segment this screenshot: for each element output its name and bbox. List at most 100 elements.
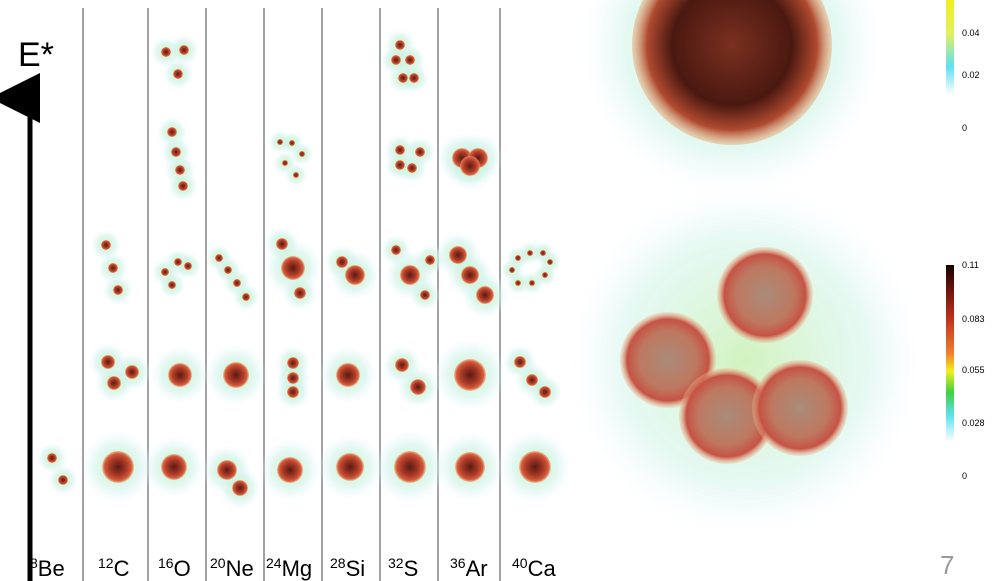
element-symbol: C xyxy=(114,556,130,581)
density-core xyxy=(425,255,435,265)
slide: E* 8Be12C16O20Ne24Mg28Si32S36Ar40Ca 0.04… xyxy=(0,0,999,581)
density-core xyxy=(405,55,415,65)
density-core xyxy=(527,250,533,256)
density-core xyxy=(409,73,419,83)
density-core xyxy=(107,376,121,390)
density-core xyxy=(461,266,479,284)
density-core xyxy=(289,140,295,146)
density-core xyxy=(168,363,192,387)
mass-number: 8 xyxy=(30,555,38,571)
element-symbol: Ca xyxy=(528,556,557,581)
large-density-images xyxy=(570,0,920,535)
colorbar-label: 0.055 xyxy=(962,365,985,375)
density-core xyxy=(542,272,548,278)
density-core xyxy=(391,55,401,65)
colorbar-label: 0.04 xyxy=(962,28,980,38)
density-core xyxy=(509,267,515,273)
nucleus-label: 40Ca xyxy=(512,555,556,581)
density-core xyxy=(233,279,241,287)
element-symbol: Be xyxy=(38,556,65,581)
density-core xyxy=(276,238,288,250)
density-core xyxy=(476,286,494,304)
density-images xyxy=(37,30,572,510)
density-core xyxy=(415,147,425,157)
density-core xyxy=(400,265,420,285)
density-core xyxy=(101,240,111,250)
element-symbol: Ar xyxy=(466,556,488,581)
density-core xyxy=(161,454,187,480)
colorbar-label: 0.083 xyxy=(962,314,985,324)
density-core xyxy=(410,379,426,395)
density-core xyxy=(58,475,68,485)
density-core xyxy=(161,268,169,276)
density-core xyxy=(215,254,223,262)
density-core xyxy=(282,160,288,166)
mass-number: 16 xyxy=(158,555,174,571)
density-core xyxy=(460,156,480,176)
nucleus-label: 28Si xyxy=(330,555,365,581)
density-core xyxy=(125,365,139,379)
element-symbol: Ne xyxy=(226,556,254,581)
density-core xyxy=(287,357,299,369)
density-core xyxy=(514,356,526,368)
element-symbol: Mg xyxy=(282,556,313,581)
density-core xyxy=(394,451,426,483)
colorbar-label: 0.11 xyxy=(962,260,979,270)
density-core xyxy=(232,480,248,496)
density-core xyxy=(519,451,551,483)
colorbar-top xyxy=(946,0,954,95)
density-core xyxy=(277,139,283,145)
density-core xyxy=(395,358,409,372)
density-core xyxy=(449,246,467,264)
density-core xyxy=(529,280,535,286)
density-core xyxy=(294,287,306,299)
density-core xyxy=(175,165,185,175)
element-symbol: O xyxy=(174,556,191,581)
density-core xyxy=(391,245,401,255)
mass-number: 36 xyxy=(450,555,466,571)
density-core xyxy=(515,255,521,261)
density-core xyxy=(398,73,408,83)
nucleus-label: 8Be xyxy=(30,555,65,581)
colorbar-label: 0 xyxy=(962,471,967,481)
density-core xyxy=(113,285,123,295)
density-core xyxy=(407,163,417,173)
nucleus-label: 36Ar xyxy=(450,555,488,581)
page-number: 7 xyxy=(940,550,954,580)
nucleus-label: 32S xyxy=(388,555,418,581)
colorbar-top-labels: 0.04 0.02 0 xyxy=(962,28,980,133)
nucleus-label: 24Mg xyxy=(266,555,312,581)
nucleus-label: 12C xyxy=(98,555,130,581)
mass-number: 40 xyxy=(512,555,528,571)
density-core xyxy=(336,363,360,387)
density-core xyxy=(293,172,299,178)
mass-number: 24 xyxy=(266,555,282,571)
nucleus-label: 16O xyxy=(158,555,191,581)
nucleus-label: 20Ne xyxy=(210,555,254,581)
density-core xyxy=(547,259,553,265)
density-core xyxy=(174,258,182,266)
colorbar-label: 0.02 xyxy=(962,70,980,80)
density-core xyxy=(539,386,551,398)
density-core xyxy=(287,386,299,398)
colorbar-bottom xyxy=(946,265,954,442)
density-core xyxy=(281,256,305,280)
mass-number: 20 xyxy=(210,555,226,571)
density-core xyxy=(345,265,365,285)
density-core xyxy=(454,359,486,391)
density-core xyxy=(167,127,177,137)
density-core xyxy=(395,160,405,170)
density-core xyxy=(540,250,546,256)
density-core xyxy=(515,280,521,286)
density-core xyxy=(420,290,430,300)
density-core xyxy=(108,263,118,273)
density-core xyxy=(395,40,405,50)
colorbar-label: 0.028 xyxy=(962,418,985,428)
density-core xyxy=(101,355,115,369)
density-core xyxy=(336,256,348,268)
mass-number: 32 xyxy=(388,555,404,571)
element-symbol: Si xyxy=(346,556,366,581)
mass-number: 28 xyxy=(330,555,346,571)
density-core xyxy=(299,151,305,157)
colorbar-bottom-labels: 0.11 0.083 0.055 0.028 0 xyxy=(962,260,985,481)
